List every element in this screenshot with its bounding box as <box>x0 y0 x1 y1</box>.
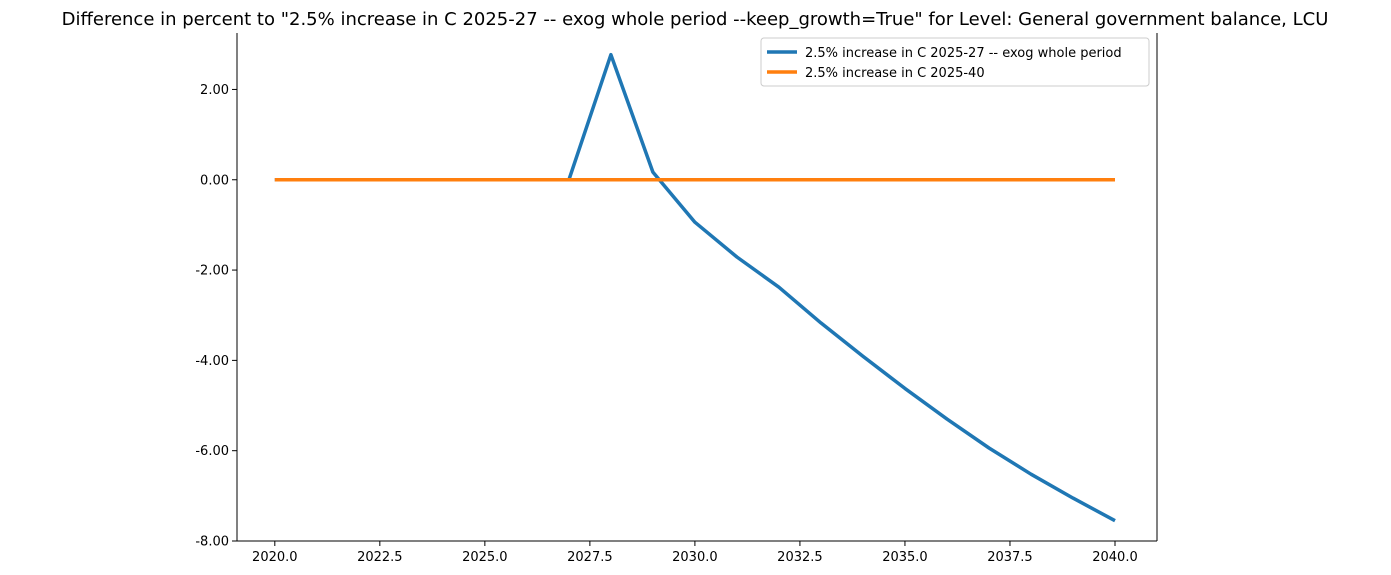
x-tick-label: 2035.0 <box>882 550 928 565</box>
y-tick-label: -2.00 <box>195 264 229 279</box>
x-tick-label: 2025.0 <box>462 550 508 565</box>
x-tick-label: 2022.5 <box>357 550 403 565</box>
x-tick-label: 2032.5 <box>777 550 823 565</box>
series-line-1 <box>274 52 1116 523</box>
y-tick-label: 0.00 <box>200 173 229 188</box>
y-tick-label: -8.00 <box>195 535 229 550</box>
legend-label-series-2: 2.5% increase in C 2025-40 <box>805 66 985 81</box>
y-axis-ticks: 2.00 0.00 -2.00 -4.00 -6.00 -8.00 <box>195 83 237 550</box>
legend: 2.5% increase in C 2025-27 -- exog whole… <box>760 37 1150 87</box>
x-tick-label: 2027.5 <box>567 550 613 565</box>
series-lines <box>274 52 1116 523</box>
x-tick-label: 2037.5 <box>987 550 1033 565</box>
chart-title: Difference in percent to "2.5% increase … <box>62 9 1329 30</box>
x-tick-label: 2030.0 <box>672 550 718 565</box>
legend-box <box>760 37 1150 87</box>
y-tick-label: 2.00 <box>200 83 229 98</box>
x-tick-label: 2040.0 <box>1092 550 1138 565</box>
plot-area: 2020.0 2022.5 2025.0 2027.5 2030.0 2032.5 2035… <box>195 33 1158 565</box>
legend-label-series-1: 2.5% increase in C 2025-27 -- exog whole… <box>805 46 1122 61</box>
y-tick-label: -4.00 <box>195 354 229 369</box>
x-tick-label: 2020.0 <box>252 550 298 565</box>
y-tick-label: -6.00 <box>195 444 229 459</box>
x-axis-ticks: 2020.0 2022.5 2025.0 2027.5 2030.0 2032.5 2035… <box>252 541 1138 565</box>
